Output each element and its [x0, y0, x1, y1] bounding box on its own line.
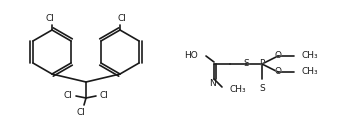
Text: Cl: Cl [118, 14, 126, 23]
Text: CH₃: CH₃ [302, 68, 319, 77]
Text: Cl: Cl [45, 14, 55, 23]
Text: N: N [209, 79, 215, 88]
Text: P: P [259, 59, 265, 68]
Text: O: O [275, 68, 282, 77]
Text: S: S [259, 84, 265, 93]
Text: O: O [275, 68, 282, 77]
Text: Cl: Cl [100, 92, 109, 100]
Text: CH₃: CH₃ [302, 51, 319, 60]
Text: O: O [275, 51, 282, 60]
Text: S: S [243, 59, 249, 68]
Text: HO: HO [184, 51, 198, 60]
Text: S: S [243, 59, 249, 68]
Text: Cl: Cl [63, 92, 72, 100]
Text: Cl: Cl [77, 108, 86, 117]
Text: P: P [259, 59, 265, 68]
Text: CH₃: CH₃ [230, 85, 247, 94]
Text: O: O [275, 51, 282, 60]
